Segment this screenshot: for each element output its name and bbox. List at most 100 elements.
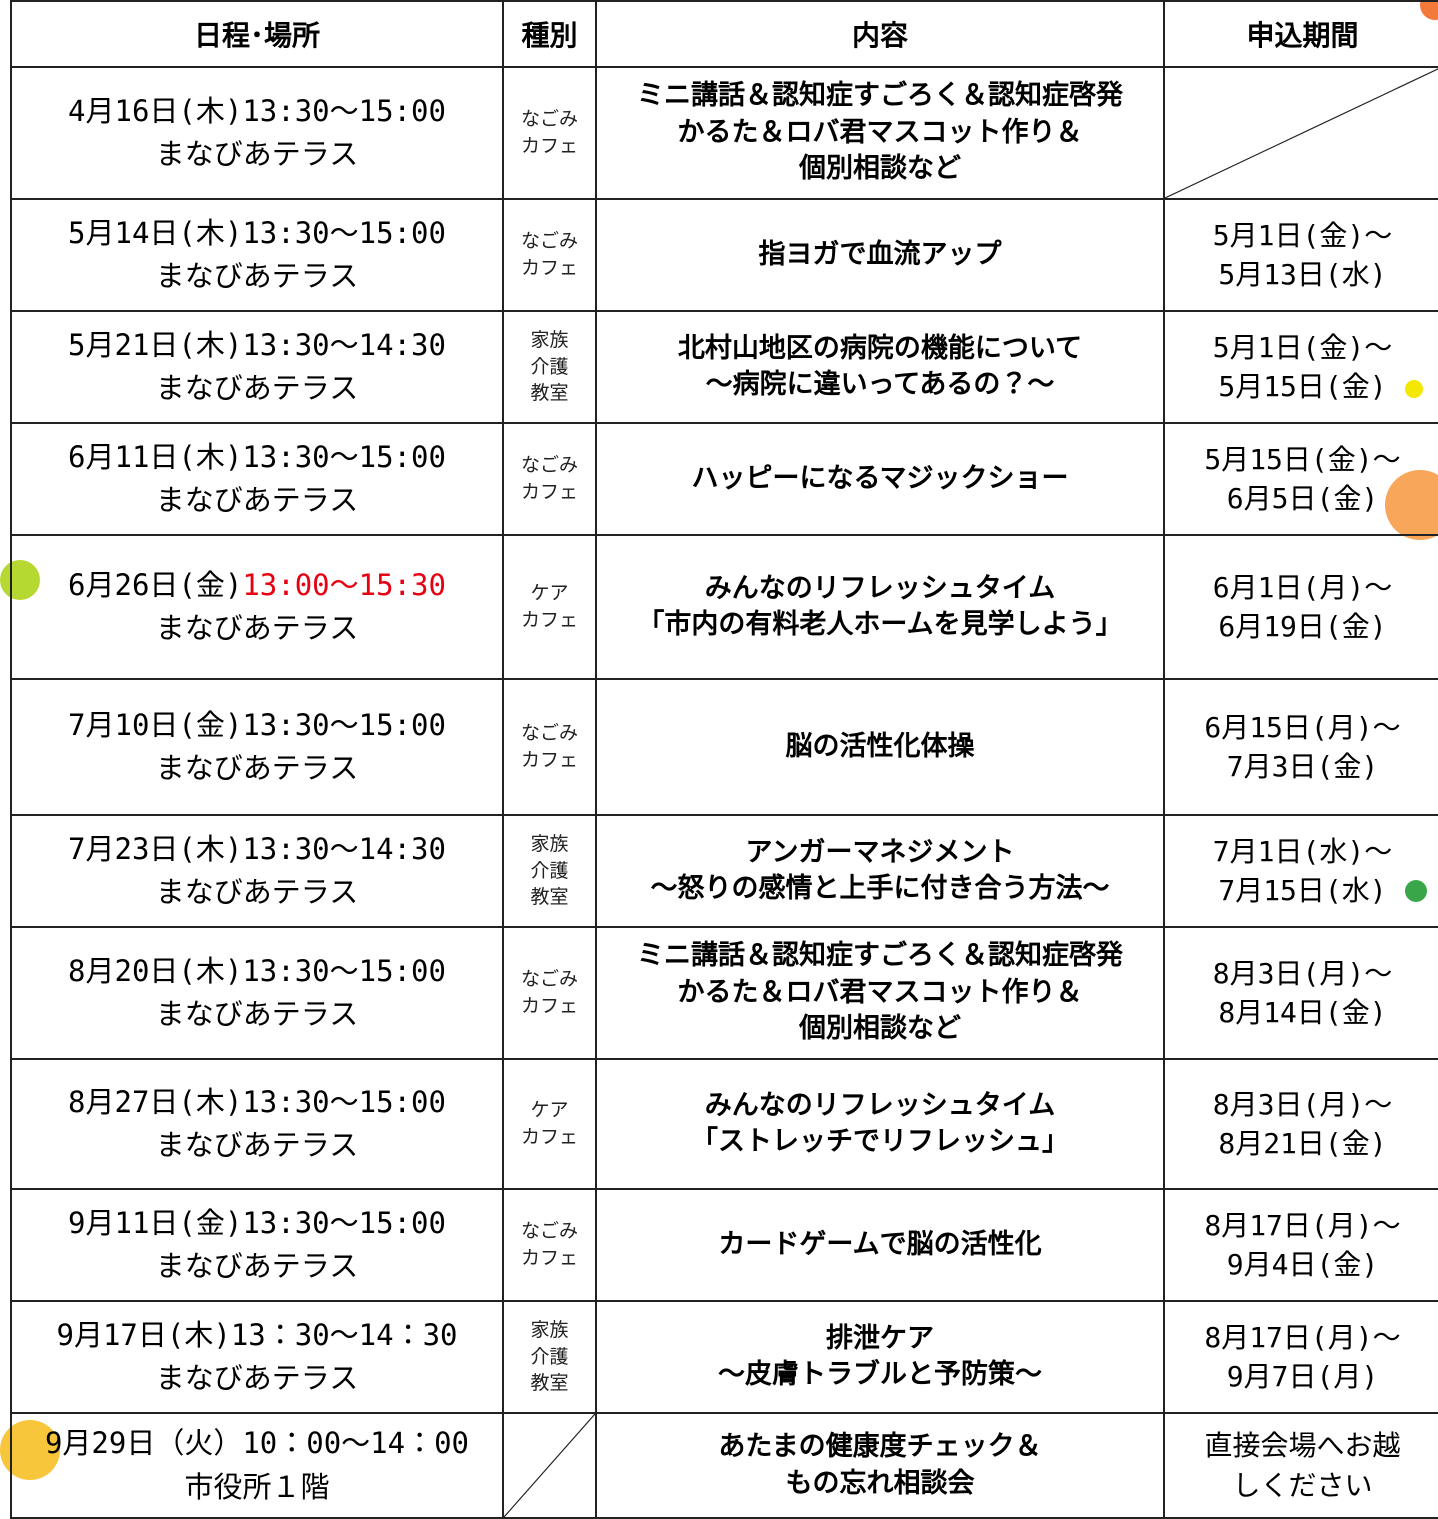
type-line: ケア xyxy=(530,582,569,605)
type-line: カフェ xyxy=(520,1126,578,1148)
period-line: 5月13日(水) xyxy=(1218,258,1387,291)
period-line: 8月3日(月)～ xyxy=(1212,1087,1393,1121)
place: まなびあテラス xyxy=(155,751,359,785)
date: 5月14日(木) xyxy=(68,215,243,250)
content-line: 脳の活性化体操 xyxy=(785,730,975,762)
period-cell xyxy=(1163,66,1438,200)
type-line: 教室 xyxy=(530,1372,569,1395)
time: 13:00～15:30 xyxy=(242,567,446,602)
content-cell: ミニ講話＆認知症すごろく＆認知症啓発 かるた＆ロバ君マスコット作り＆ 個別相談など xyxy=(595,926,1165,1060)
date: 6月11日(木) xyxy=(68,439,243,474)
period-line: 5月15日(金) xyxy=(1218,370,1387,403)
type-line: 家族 xyxy=(530,329,569,352)
type-cell: なごみ カフェ xyxy=(502,1188,597,1302)
type-line: なごみ xyxy=(520,722,578,745)
period-line: 5月15日(金)～ xyxy=(1204,442,1401,476)
date: 7月10日(金) xyxy=(68,707,243,742)
diagonal xyxy=(504,1414,595,1517)
date: 5月21日(木) xyxy=(68,327,243,362)
column-header: 日程･場所 xyxy=(10,0,504,68)
date: 7月23日(木) xyxy=(68,831,243,866)
content-line: ～皮膚トラブルと予防策～ xyxy=(718,1359,1042,1390)
place: まなびあテラス xyxy=(155,875,359,909)
content-line: あたまの健康度チェック＆ xyxy=(718,1431,1042,1463)
type-line: カフェ xyxy=(520,609,578,631)
place: まなびあテラス xyxy=(155,1361,359,1395)
content-line: かるた＆ロバ君マスコット作り＆ xyxy=(677,976,1083,1008)
content-cell: みんなのリフレッシュタイム 「市内の有料老人ホームを見学しよう」 xyxy=(595,534,1165,680)
date-cell: 7月23日(木)13:30～14:30 まなびあテラス xyxy=(10,814,504,928)
content-cell: あたまの健康度チェック＆ もの忘れ相談会 xyxy=(595,1412,1165,1519)
type-line: 家族 xyxy=(530,833,569,856)
content-line: ハッピーになるマジックショー xyxy=(691,462,1069,494)
type-cell: なごみ カフェ xyxy=(502,66,597,200)
date: 9月17日(木) xyxy=(56,1317,231,1352)
date-line: 5月21日(木)13:30～14:30 xyxy=(13,324,501,368)
date: 9月11日(金) xyxy=(68,1205,243,1240)
column-header: 内容 xyxy=(595,0,1165,68)
type-cell: 家族 介護 教室 xyxy=(502,814,597,928)
row: 8月20日(木)13:30～15:00 まなびあテラス なごみ カフェ ミニ講話＆認知症… xyxy=(10,926,1438,1060)
content-cell: ハッピーになるマジックショー xyxy=(595,422,1165,536)
type-line: カフェ xyxy=(520,135,578,157)
type-line: なごみ xyxy=(520,1220,578,1243)
diagonal xyxy=(1165,68,1438,198)
type-line: 家族 xyxy=(530,1319,569,1342)
type-line: 介護 xyxy=(530,355,569,378)
type-cell: なごみ カフェ xyxy=(502,198,597,312)
period-cell: 6月15日(月)～ 7月3日(金) xyxy=(1163,678,1438,816)
period-cell: 6月1日(月)～ 6月19日(金) xyxy=(1163,534,1438,680)
date-cell: 5月14日(木)13:30～15:00 まなびあテラス xyxy=(10,198,504,312)
date-cell: 9月29日（火）10：00～14：00 市役所１階 xyxy=(10,1412,504,1519)
type-line: 教室 xyxy=(530,886,569,909)
type-line: なごみ xyxy=(520,108,578,131)
date: 9月29日（火） xyxy=(44,1426,243,1460)
content-line: ～怒りの感情と上手に付き合う方法～ xyxy=(650,873,1110,904)
period-line: 5月1日(金)～ xyxy=(1212,218,1393,252)
content-cell: 脳の活性化体操 xyxy=(595,678,1165,816)
date-line: 7月10日(金)13:30～15:00 xyxy=(13,704,501,748)
content-line: みんなのリフレッシュタイム xyxy=(704,1089,1056,1121)
content-cell: 指ヨガで血流アップ xyxy=(595,198,1165,312)
period-cell: 7月1日(水)～ 7月15日(水) xyxy=(1163,814,1438,928)
place: まなびあテラス xyxy=(155,1128,359,1162)
period-cell: 5月15日(金)～ 6月5日(金) xyxy=(1163,422,1438,536)
period-line: 8月3日(月)～ xyxy=(1212,956,1393,990)
period-line: しください xyxy=(1232,1468,1373,1502)
period-line: 直接会場へお越 xyxy=(1204,1429,1401,1463)
row: 8月27日(木)13:30～15:00 まなびあテラス ケア カフェ みんなのリフレッシ… xyxy=(10,1058,1438,1190)
date-line: 8月27日(木)13:30～15:00 xyxy=(13,1081,501,1125)
time: 13:30～15:00 xyxy=(242,1205,446,1240)
date-line: 9月29日（火）10：00～14：00 xyxy=(13,1422,501,1466)
period-line: 9月7日(月) xyxy=(1226,1360,1379,1393)
type-line: なごみ xyxy=(520,968,578,991)
period-line: 6月5日(金) xyxy=(1226,482,1379,515)
period-cell: 8月3日(月)～ 8月14日(金) xyxy=(1163,926,1438,1060)
content-line: かるた＆ロバ君マスコット作り＆ xyxy=(677,116,1083,148)
date-line: 6月11日(木)13:30～15:00 xyxy=(13,436,501,480)
period-line: 8月17日(月)～ xyxy=(1204,1320,1401,1354)
time: 13:30～14:30 xyxy=(242,327,446,362)
period-cell: 5月1日(金)～ 5月13日(水) xyxy=(1163,198,1438,312)
date: 6月26日(金) xyxy=(68,567,243,602)
date-cell: 9月17日(木)13：30～14：30 まなびあテラス xyxy=(10,1300,504,1414)
type-cell: 家族 介護 教室 xyxy=(502,1300,597,1414)
time: 13:30～15:00 xyxy=(242,707,446,742)
date-line: 9月11日(金)13:30～15:00 xyxy=(13,1202,501,1246)
date: 8月27日(木) xyxy=(68,1084,243,1119)
time: 13：30～14：30 xyxy=(230,1317,458,1352)
content-cell: ミニ講話＆認知症すごろく＆認知症啓発 かるた＆ロバ君マスコット作り＆ 個別相談など xyxy=(595,66,1165,200)
place: まなびあテラス xyxy=(155,137,359,171)
content-line: ミニ講話＆認知症すごろく＆認知症啓発 xyxy=(637,80,1123,112)
period-line: 9月4日(金) xyxy=(1226,1248,1379,1281)
date-cell: 9月11日(金)13:30～15:00 まなびあテラス xyxy=(10,1188,504,1302)
content-line: みんなのリフレッシュタイム xyxy=(704,572,1056,604)
content-line: カードゲームで脳の活性化 xyxy=(718,1228,1042,1260)
period-line: 6月15日(月)～ xyxy=(1204,710,1401,744)
type-line: なごみ xyxy=(520,454,578,477)
time: 13:30～15:00 xyxy=(242,215,446,250)
type-line: 教室 xyxy=(530,382,569,405)
content-cell: アンガーマネジメント ～怒りの感情と上手に付き合う方法～ xyxy=(595,814,1165,928)
time: 13:30～15:00 xyxy=(242,93,446,128)
